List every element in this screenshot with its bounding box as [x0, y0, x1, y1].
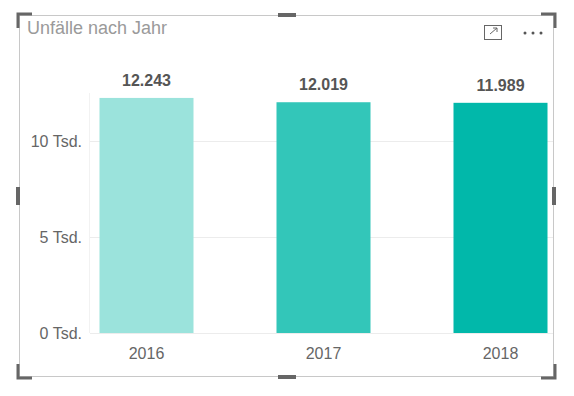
resize-handle — [18, 364, 32, 378]
y-tick-label: 5 Tsd. — [40, 229, 82, 246]
x-tick-label: 2017 — [306, 345, 342, 362]
more-options-dot — [532, 32, 535, 35]
resize-handle — [541, 14, 555, 28]
bar — [454, 103, 548, 333]
resize-handle — [552, 187, 556, 205]
x-tick-label: 2018 — [483, 345, 519, 362]
resize-handle — [541, 364, 555, 378]
bar — [277, 102, 371, 333]
resize-handle — [278, 13, 296, 17]
data-label: 12.019 — [299, 76, 348, 93]
chart-root: Unfälle nach Jahr 0 Tsd. 5 Tsd. 10 Tsd. 12.2… — [0, 0, 574, 396]
data-label: 11.989 — [476, 77, 524, 94]
more-options-dot — [524, 32, 527, 35]
bars — [100, 98, 548, 333]
frame — [20, 16, 554, 377]
chart-title: Unfälle nach Jahr — [27, 18, 167, 38]
resize-handle — [16, 187, 20, 205]
data-label: 12.243 — [122, 72, 171, 89]
y-tick-label: 0 Tsd. — [40, 325, 82, 342]
more-options-icon[interactable] — [524, 32, 543, 35]
more-options-dot — [540, 32, 543, 35]
focus-mode-icon[interactable] — [485, 26, 502, 40]
y-tick-label: 10 Tsd. — [31, 133, 82, 150]
chart-svg: Unfälle nach Jahr 0 Tsd. 5 Tsd. 10 Tsd. 12.2… — [0, 0, 574, 396]
bar — [100, 98, 194, 333]
grid-line — [90, 333, 553, 334]
x-tick-label: 2016 — [129, 345, 165, 362]
focus-mode-arrow — [490, 28, 497, 34]
focus-mode-box — [485, 26, 502, 40]
y-axis-line — [89, 93, 90, 333]
resize-handle — [278, 375, 296, 379]
